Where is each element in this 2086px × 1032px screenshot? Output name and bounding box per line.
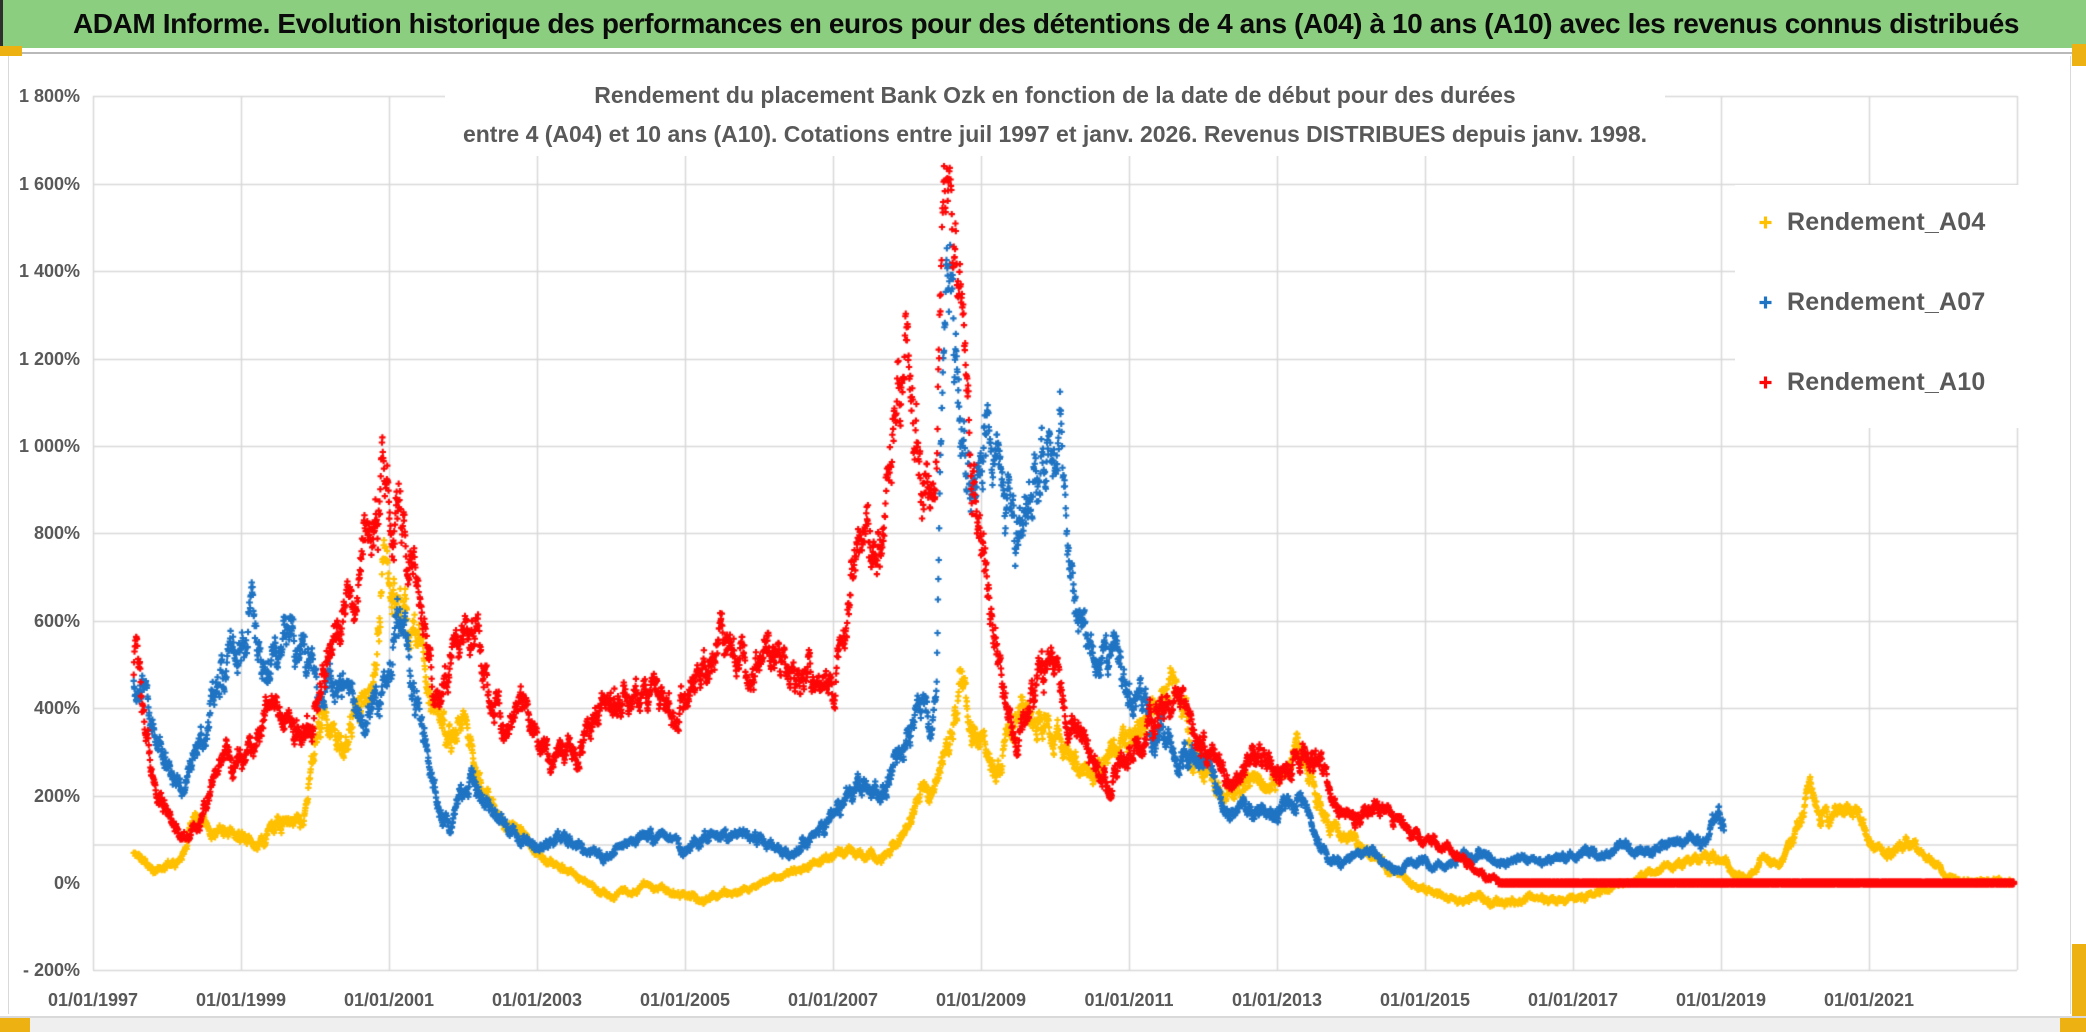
legend-item[interactable]: Rendement_A10 — [1735, 360, 2027, 404]
y-axis-label: - 200% — [22, 960, 80, 980]
banner-title: ADAM Informe. Evolution historique des p… — [72, 8, 2020, 39]
sheet-column-line-right — [2070, 56, 2071, 1014]
chart-title: Rendement du placement Bank Ozk en fonct… — [93, 74, 2017, 156]
legend-label: Rendement_A04 — [1787, 207, 1986, 236]
plus-marker-icon — [1757, 374, 1774, 391]
y-axis-label: 800% — [33, 523, 80, 543]
chart-title-line1: Rendement du placement Bank Ozk en fonct… — [594, 82, 1516, 108]
x-axis-label: 01/01/2015 — [1379, 990, 1471, 1010]
y-axis-label: 1 800% — [18, 86, 80, 106]
x-axis-label: 01/01/1999 — [195, 990, 287, 1010]
y-axis-label: 1 400% — [18, 261, 80, 281]
plus-marker-icon — [1757, 294, 1774, 311]
legend-label: Rendement_A10 — [1787, 367, 1986, 396]
sheet-divider — [0, 52, 2086, 54]
x-axis-label: 01/01/1997 — [47, 990, 139, 1010]
sheet-cell-accent-bottom-right — [2060, 1018, 2086, 1032]
legend-item[interactable]: Rendement_A04 — [1735, 200, 2027, 244]
x-axis-label: 01/01/2019 — [1675, 990, 1767, 1010]
chart-title-line2: entre 4 (A04) et 10 ans (A10). Cotations… — [462, 121, 1648, 147]
y-axis-label: 1 200% — [18, 349, 80, 369]
sheet-column-line-left — [8, 56, 9, 1014]
y-axis-label: 1 000% — [18, 436, 80, 456]
sheet-cell-accent-top-left — [0, 46, 22, 56]
banner: ADAM Informe. Evolution historique des p… — [0, 0, 2086, 48]
legend-label: Rendement_A07 — [1787, 287, 1986, 316]
x-axis-label: 01/01/2021 — [1823, 990, 1915, 1010]
y-axis-label: 0% — [53, 873, 80, 893]
sheet-cell-accent-right-bottom — [2072, 944, 2086, 1016]
legend-item[interactable]: Rendement_A07 — [1735, 280, 2027, 324]
x-axis-label: 01/01/2001 — [343, 990, 435, 1010]
x-axis-label: 01/01/2003 — [491, 990, 583, 1010]
sheet-cell-accent-bottom-left — [0, 1018, 30, 1032]
plus-marker-icon — [1757, 214, 1774, 231]
x-axis-label: 01/01/2013 — [1231, 990, 1323, 1010]
chart-legend: Rendement_A04 Rendement_A07 Rendement_A1… — [1735, 185, 2027, 428]
sheet-cell-accent-right-top — [2072, 44, 2086, 66]
x-axis-label: 01/01/2009 — [935, 990, 1027, 1010]
y-axis-label: 600% — [33, 611, 80, 631]
y-axis-label: 1 600% — [18, 174, 80, 194]
x-axis-label: 01/01/2017 — [1527, 990, 1619, 1010]
sheet-divider-bottom — [0, 1016, 2086, 1018]
sheet-bottom-bar — [0, 1018, 2086, 1032]
y-axis-label: 400% — [33, 698, 80, 718]
x-axis-label: 01/01/2007 — [787, 990, 879, 1010]
y-axis-label: 200% — [33, 786, 80, 806]
x-axis-label: 01/01/2011 — [1084, 990, 1174, 1010]
x-axis-label: 01/01/2005 — [639, 990, 731, 1010]
